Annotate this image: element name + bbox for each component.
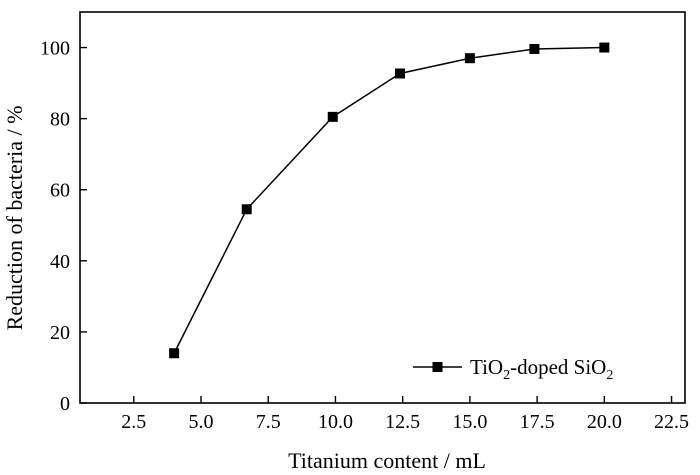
legend-label-part-2: -doped SiO — [510, 355, 606, 379]
x-axis-title: Titanium content / mL — [288, 448, 486, 473]
series-group — [169, 42, 610, 359]
x-tick-label: 15.0 — [452, 411, 487, 433]
data-point — [599, 42, 610, 53]
x-tick-label: 10.0 — [318, 411, 353, 433]
x-tick-label: 22.5 — [654, 411, 689, 433]
y-axis-title: Reduction of bacteria / % — [2, 106, 27, 331]
y-axis-ticks: 0 20 40 60 80 100 — [40, 38, 87, 415]
legend: TiO2-doped SiO2 — [413, 355, 613, 383]
y-tick-label: 60 — [50, 180, 70, 202]
axes — [79, 11, 686, 404]
legend-label-subscript-1: 2 — [503, 368, 510, 383]
y-tick-label: 40 — [50, 251, 70, 273]
legend-marker — [432, 362, 443, 372]
legend-label-subscript-2: 2 — [606, 368, 613, 383]
x-tick-label: 17.5 — [520, 411, 555, 433]
y-tick-label: 20 — [50, 322, 70, 344]
data-point — [464, 53, 475, 64]
data-point — [327, 111, 338, 122]
x-tick-label: 7.5 — [256, 411, 281, 433]
x-tick-label: 5.0 — [189, 411, 214, 433]
x-tick-label: 12.5 — [385, 411, 420, 433]
y-tick-label: 0 — [60, 393, 70, 415]
data-point — [394, 68, 405, 79]
data-point — [241, 204, 252, 215]
y-tick-label: 100 — [40, 38, 70, 60]
x-tick-label: 2.5 — [121, 411, 146, 433]
legend-label: TiO2-doped SiO2 — [470, 355, 613, 383]
series-line — [173, 46, 605, 354]
y-tick-label: 80 — [50, 109, 70, 131]
data-point — [169, 348, 180, 359]
data-point — [529, 43, 540, 54]
plot-frame — [79, 11, 686, 404]
x-tick-label: 20.0 — [587, 411, 622, 433]
x-axis-ticks: 2.5 5.0 7.5 10.0 12.5 15.0 17.5 20.0 22.5 — [121, 396, 689, 433]
legend-label-part-1: TiO — [470, 355, 503, 379]
